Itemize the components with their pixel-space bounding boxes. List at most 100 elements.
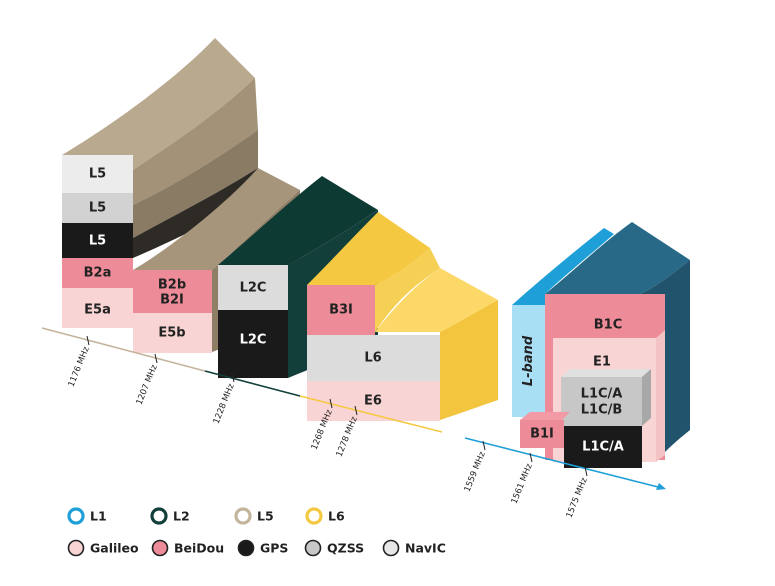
b3i-block xyxy=(307,285,375,335)
legend-band-l5: L5 xyxy=(234,507,274,525)
l6-top-surface xyxy=(307,212,430,285)
e5b-label: E5b xyxy=(158,326,185,341)
l6-mid-side xyxy=(375,248,440,332)
l6-qzss-label: L6 xyxy=(364,351,381,366)
l2c-qzss-label: L2C xyxy=(240,281,267,296)
l1-band-group: L-band B1C E1 L1C/A L1C/B B1I L1C/A xyxy=(512,222,690,468)
legend-system-qzss: QZSS xyxy=(304,539,364,557)
l6-right-side xyxy=(440,300,498,420)
legend-system-beidou: BeiDou xyxy=(151,539,224,557)
legend-band-l2: L2 xyxy=(150,507,190,525)
l1ca-gps-block xyxy=(564,426,642,468)
freq-label-1207: 1207 MHz xyxy=(135,363,160,407)
legend-label-l2: L2 xyxy=(173,509,190,524)
freq-label-1561: 1561 MHz xyxy=(510,462,535,506)
legend-label-navic: NavIC xyxy=(405,541,446,556)
e6-label: E6 xyxy=(364,394,382,409)
b1i-block xyxy=(520,420,564,448)
b2a-label: B2a xyxy=(84,266,112,281)
freq-label-1228: 1228 MHz xyxy=(212,382,237,426)
e1-label: E1 xyxy=(593,355,611,370)
legend-band-l6: L6 xyxy=(305,507,345,525)
freq-label-1278: 1278 MHz xyxy=(335,415,360,459)
lband-top-surface xyxy=(512,228,614,305)
legend-label-l6: L6 xyxy=(328,509,345,524)
l1c-qzss-label-1: L1C/A xyxy=(581,387,623,402)
b2b-b2i-block xyxy=(133,270,212,313)
e1-right-edge xyxy=(656,330,665,462)
legend-label-gps: GPS xyxy=(260,541,288,556)
l1c-qzss-label-2: L1C/B xyxy=(581,403,623,418)
legend-dot-galileo xyxy=(67,539,85,557)
tick-1575 xyxy=(584,466,588,477)
l5-navic-block xyxy=(62,155,133,193)
legend-band-l1: L1 xyxy=(67,507,107,525)
axis-segment-l5 xyxy=(41,327,206,372)
legend-label-galileo: Galileo xyxy=(90,541,139,556)
l6-band-group: B3I L6 E6 xyxy=(307,212,498,421)
freq-label-1575: 1575 MHz xyxy=(565,476,590,520)
l5-navic-label: L5 xyxy=(89,167,106,182)
e5b-top-surface xyxy=(133,168,300,270)
e5a-block xyxy=(62,288,133,328)
b1c-label: B1C xyxy=(594,318,623,333)
l2c-gps-label: L2C xyxy=(240,333,267,348)
e5a-label: E5a xyxy=(84,303,111,318)
legend-ring-l2 xyxy=(150,507,168,525)
l1c-qzss-right xyxy=(642,369,651,426)
legend-dot-beidou xyxy=(151,539,169,557)
tick-1561 xyxy=(529,452,533,463)
legend-ring-l1 xyxy=(67,507,85,525)
lband-block xyxy=(512,305,545,417)
l1ca-gps-label: L1C/A xyxy=(582,440,624,455)
legend-dot-qzss xyxy=(304,539,322,557)
lband-label: L-band xyxy=(521,335,536,386)
legend-system-gps: GPS xyxy=(237,539,288,557)
b2i-label: B2I xyxy=(160,293,184,308)
tick-1176 xyxy=(86,335,90,346)
b1c-top-surface xyxy=(545,222,690,294)
axis-segment-l6 xyxy=(299,395,443,433)
legend-label-qzss: QZSS xyxy=(327,541,364,556)
axis-segment-l1 xyxy=(464,437,663,489)
l6-upper-right-side xyxy=(375,268,498,332)
legend-system-navic: NavIC xyxy=(382,539,446,557)
l5-upper-side xyxy=(133,78,258,205)
legend-dot-gps xyxy=(237,539,255,557)
l1c-qzss-block xyxy=(561,377,642,426)
legend-ring-l6 xyxy=(305,507,323,525)
tick-1228 xyxy=(231,372,235,383)
l2-top-surface xyxy=(218,176,378,265)
l5-gps-label: L5 xyxy=(89,234,106,249)
b1i-top xyxy=(520,412,570,420)
b2a-block xyxy=(62,258,133,288)
l5-dark-side xyxy=(133,168,258,258)
tick-1278 xyxy=(354,405,358,416)
l5-qzss-block xyxy=(62,193,133,223)
legend-dot-navic xyxy=(382,539,400,557)
legend-label-l5: L5 xyxy=(257,509,274,524)
legend-label-beidou: BeiDou xyxy=(174,541,224,556)
tick-1207 xyxy=(154,353,158,364)
l5-qzss-label: L5 xyxy=(89,201,106,216)
axis-arrow-head xyxy=(656,483,666,490)
axis-segment-l2 xyxy=(204,370,301,397)
b3i-label: B3I xyxy=(329,303,353,318)
b1i-label: B1I xyxy=(530,427,554,442)
tick-1268 xyxy=(329,398,333,409)
l5-middle-side xyxy=(133,130,258,238)
freq-label-1176: 1176 MHz xyxy=(67,345,92,389)
tick-1559 xyxy=(482,440,486,451)
e5b-block xyxy=(133,313,212,353)
l5-top-surface xyxy=(62,38,255,170)
l6-qzss-block xyxy=(307,335,440,381)
freq-label-1559: 1559 MHz xyxy=(463,450,488,494)
l1c-qzss-top xyxy=(561,369,651,377)
legend: L1 L2 L5 L6 Galileo BeiDou GPS QZSS xyxy=(67,507,446,557)
l2c-qzss-block xyxy=(218,265,288,310)
b2b-label: B2b xyxy=(158,278,186,293)
legend-system-galileo: Galileo xyxy=(67,539,139,557)
legend-label-l1: L1 xyxy=(90,509,107,524)
l2c-gps-block xyxy=(218,310,288,378)
